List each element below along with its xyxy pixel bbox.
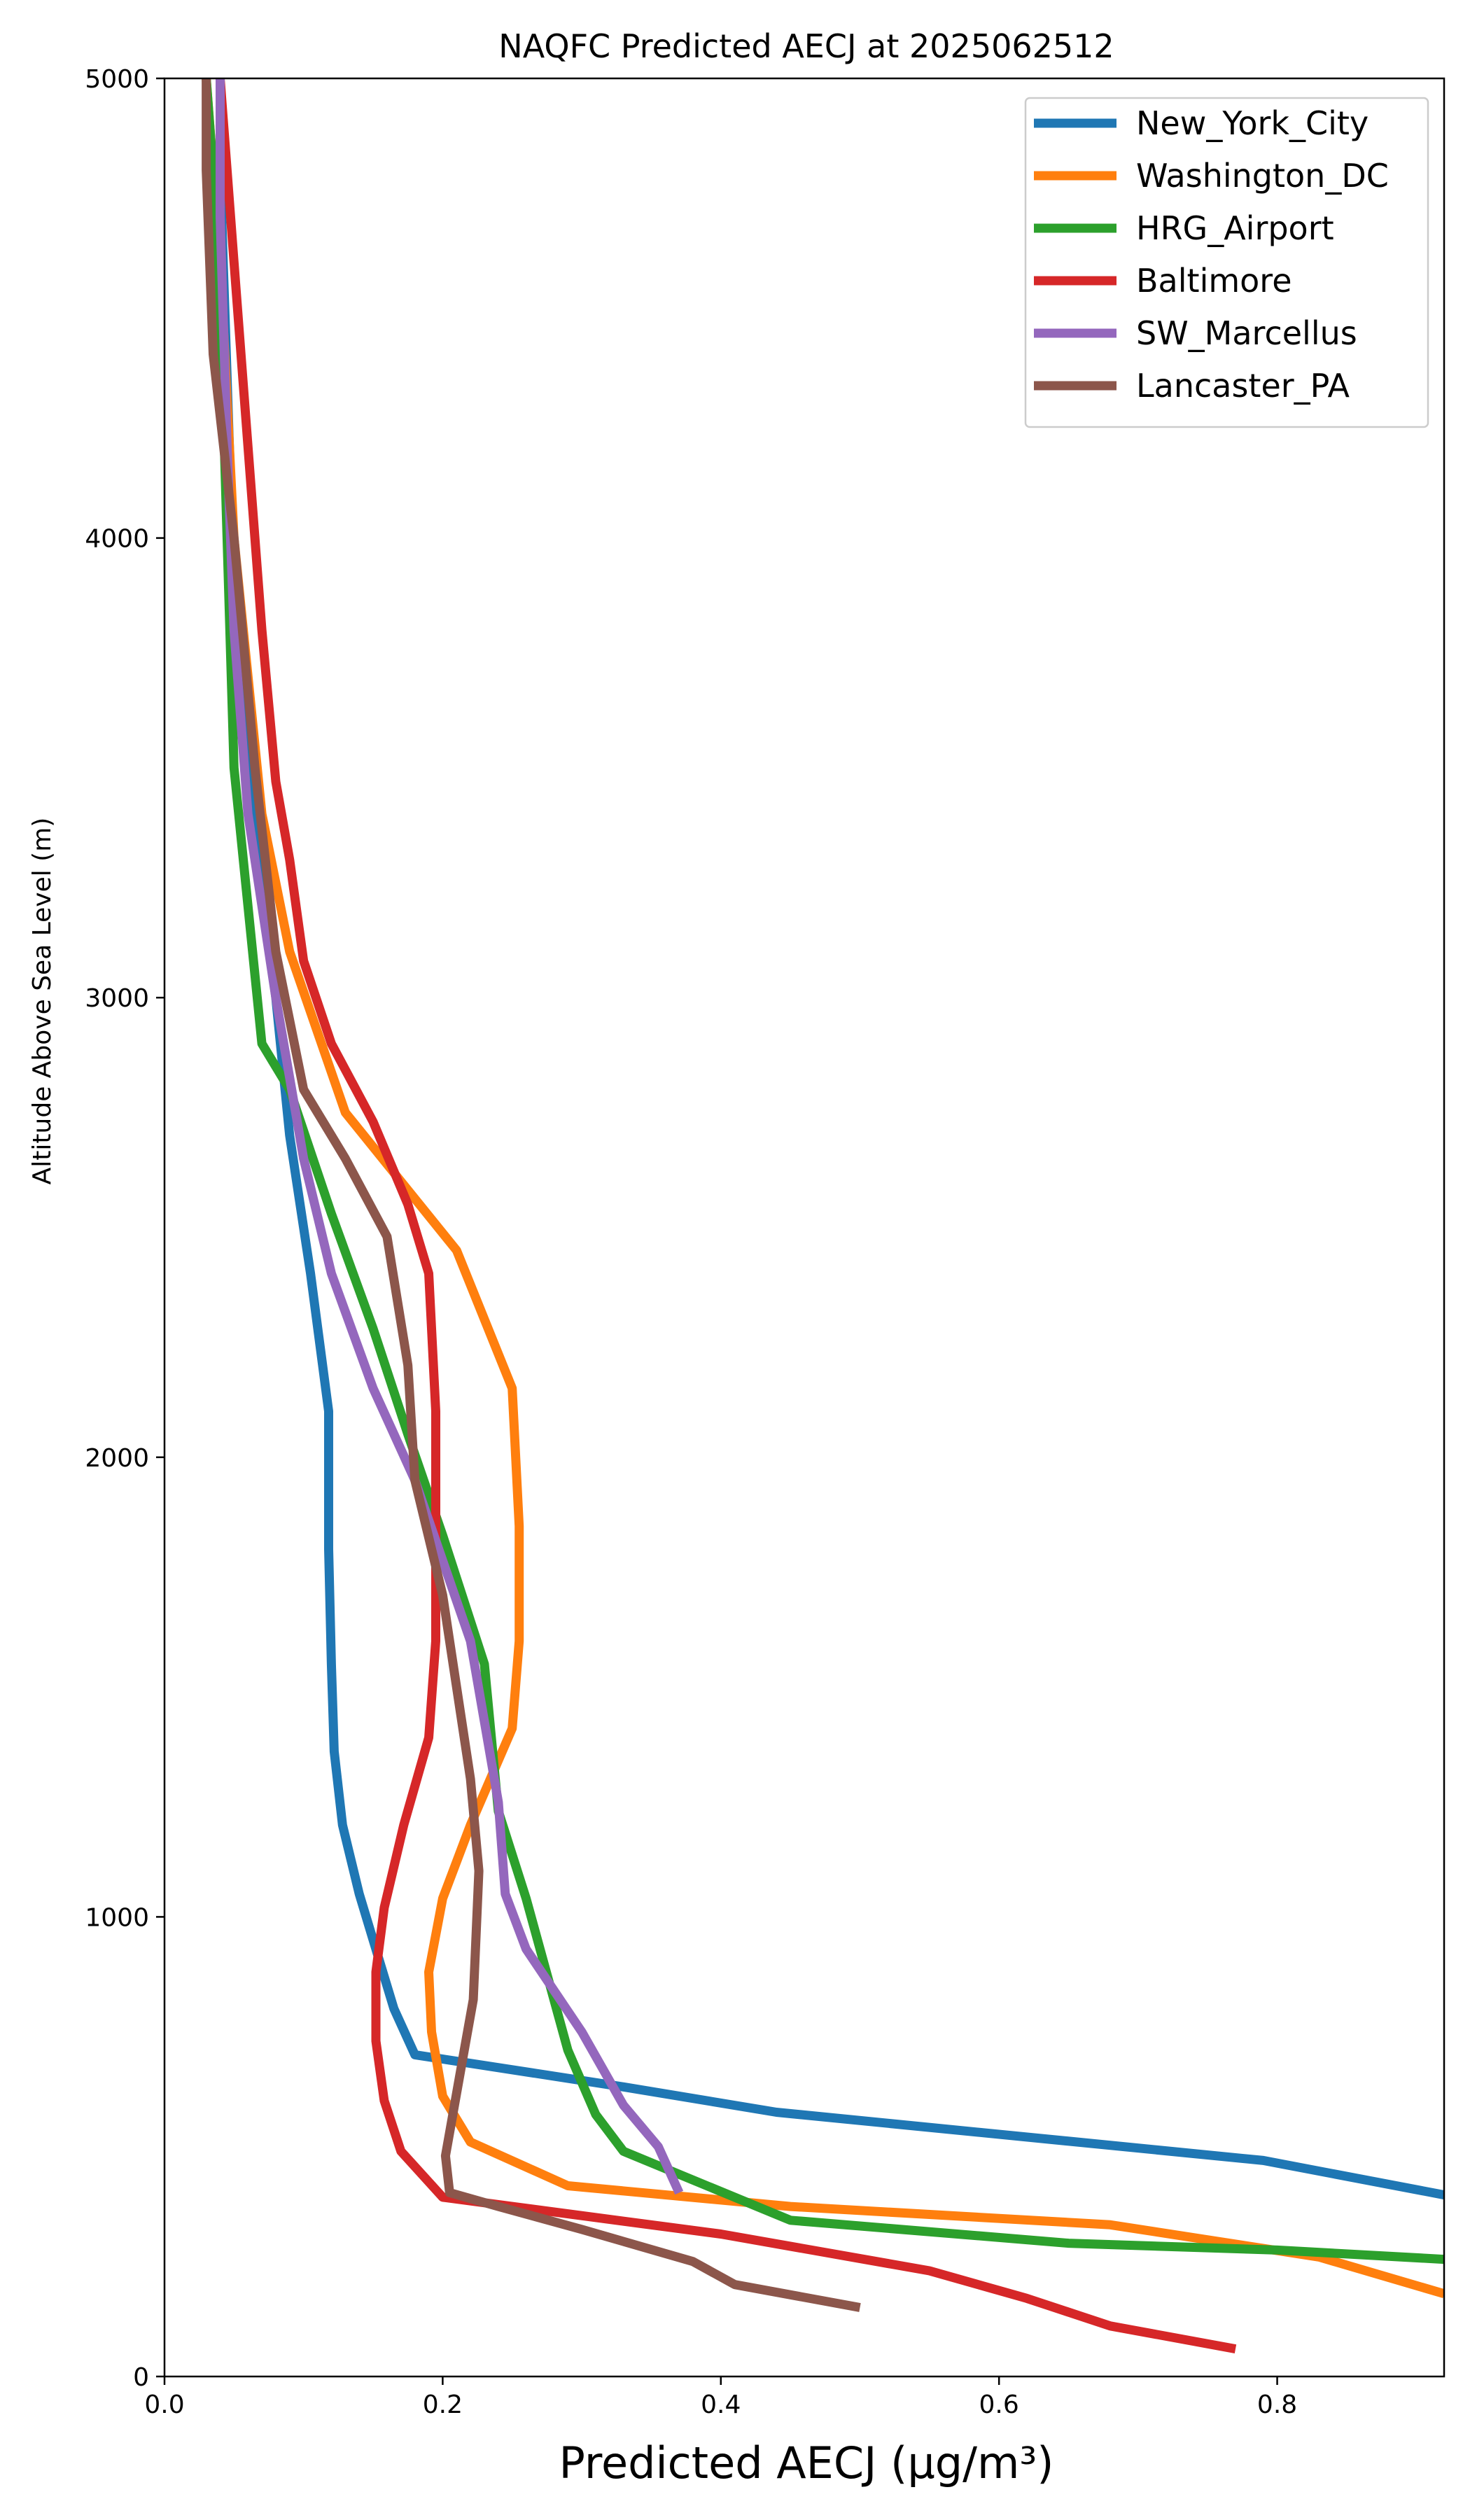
series-line-Lancaster_PA bbox=[202, 78, 861, 2312]
y-tick-label: 2000 bbox=[85, 1444, 149, 1473]
plot-area bbox=[202, 78, 1444, 2353]
axes-frame bbox=[163, 77, 1446, 2378]
x-axis-label: Predicted AECJ (μg/m³) bbox=[559, 2437, 1054, 2488]
x-tick-label: 0.0 bbox=[144, 2390, 184, 2419]
axes: 0.0 0.2 0.4 0.6 0.8 0 1000 2000 3000 4000 5000 bbox=[85, 65, 1446, 2419]
y-tick-label: 3000 bbox=[85, 984, 149, 1013]
series-line-HRG_Airport bbox=[202, 78, 1444, 2264]
x-tick-label: 0.4 bbox=[701, 2390, 741, 2419]
legend-label-SW_Marcellus: SW_Marcellus bbox=[1136, 314, 1357, 352]
series-line-Washington_DC bbox=[202, 78, 1444, 2299]
chart-title: NAQFC Predicted AECJ at 2025062512 bbox=[498, 27, 1114, 65]
x-tick-label: 0.8 bbox=[1257, 2390, 1297, 2419]
series-line-SW_Marcellus bbox=[216, 78, 684, 2195]
legend-label-Lancaster_PA: Lancaster_PA bbox=[1136, 367, 1350, 405]
legend-label-HRG_Airport: HRG_Airport bbox=[1136, 209, 1334, 247]
legend-label-Baltimore: Baltimore bbox=[1136, 262, 1292, 300]
legend-label-New_York_City: New_York_City bbox=[1136, 104, 1368, 142]
series-line-Baltimore bbox=[216, 78, 1237, 2353]
x-tick-label: 0.6 bbox=[979, 2390, 1019, 2419]
y-axis-label: Altitude Above Sea Level (m) bbox=[28, 818, 57, 1185]
y-tick-label: 5000 bbox=[85, 65, 149, 94]
y-tick-label: 0 bbox=[133, 2363, 149, 2392]
y-tick-label: 4000 bbox=[85, 525, 149, 554]
legend-box bbox=[1024, 97, 1429, 428]
legend-label-Washington_DC: Washington_DC bbox=[1136, 157, 1389, 195]
y-tick-label: 1000 bbox=[85, 1903, 149, 1932]
legend: New_York_City Washington_DC HRG_Airport Bal… bbox=[1024, 97, 1429, 428]
series-line-New_York_City bbox=[216, 78, 1444, 2199]
x-tick-label: 0.2 bbox=[423, 2390, 463, 2419]
